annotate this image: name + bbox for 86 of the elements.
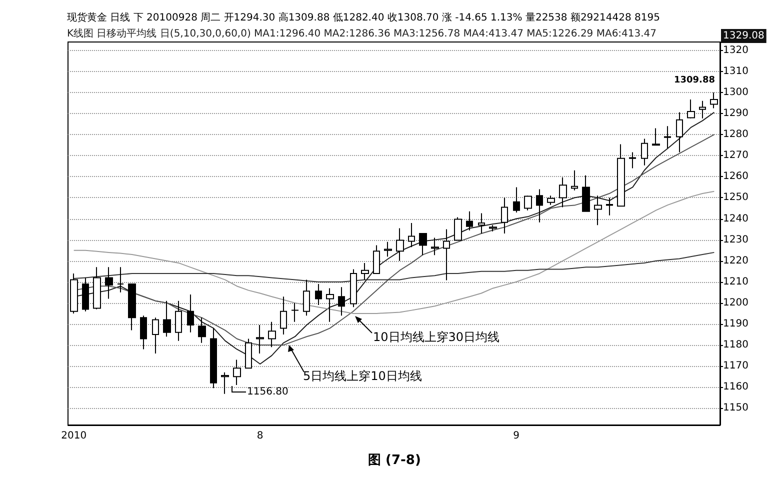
candlestick [431,237,439,256]
y-tick-label: 1280 [723,129,748,140]
annotation: 1309.88 [674,76,715,86]
candlestick [617,144,625,207]
candlestick [117,266,124,293]
candlestick [501,197,508,234]
candlestick [536,188,543,223]
annotation: 5日均线上穿10日均线 [303,369,422,383]
candlestick [513,186,520,213]
candlestick [140,315,147,350]
chart-title: 现货黄金 日线 下 20100928 周二 开1294.30 高1309.88 低1282.40 收1308.70 涨 -14.65 1.13% 量22538 额29214428 8195 [67,12,660,24]
y-tick-label: 1320 [723,44,748,56]
candlestick [676,112,683,153]
y-tick-label: 1270 [723,150,748,162]
candlestick [315,284,322,306]
candlestick [280,296,287,336]
y-tick-label: 1150 [723,402,748,414]
y-tick-label: 1200 [723,297,748,308]
candlestick [419,233,427,256]
y-tick-label: 1170 [723,360,748,372]
candlestick [210,328,217,389]
candlestick [687,98,695,119]
candlestick [478,212,485,234]
candlestick [361,262,369,280]
candlestick [128,284,136,331]
candlestick [82,277,89,312]
candlestick [559,176,567,208]
candlestick [408,222,415,248]
candlestick [454,216,462,241]
line-series [73,252,715,282]
y-tick-label: 1230 [723,234,748,246]
candlestick [93,266,101,310]
candlestick [699,100,706,119]
y-tick-label: 1290 [723,108,748,120]
candlestick [396,228,404,262]
text: 1329.08 [723,30,764,42]
candlestick [571,170,578,191]
candlestick [606,197,613,216]
candlestick [256,324,264,354]
candlestick [652,128,660,146]
y-tick-label: 1250 [723,192,748,204]
candlestick [70,272,78,314]
candlestick [466,210,473,231]
candlestick [443,228,450,281]
y-tick-label: 1210 [723,276,748,288]
x-tick-label: 9 [513,430,520,442]
candlestick [268,321,276,348]
candlestick [582,174,590,212]
text: 图 (7-8) [368,453,421,468]
y-tick-label: 1180 [723,340,748,351]
y-tick-label: 1190 [723,318,748,330]
candlestick [664,126,671,149]
candlestick [594,195,602,226]
candlestick [303,279,310,316]
candlestick [175,300,182,342]
candlestick [629,152,636,169]
x-tick-label: 8 [256,430,264,442]
y-tick-label: 1310 [723,66,748,77]
y-tick-label: 1300 [723,87,748,98]
y-tick-label: 1160 [723,382,748,393]
annotation: 10日均线上穿30日均线 [373,330,500,344]
candlestick [221,372,229,394]
candlestick [326,288,334,322]
x-tick-label: 2010 [61,430,87,442]
y-tick-label: 1220 [723,255,748,266]
chart-subtitle: K线图 日移动平均线 日(5,10,30,0,60,0) MA1:1296.40 MA2:1286.36 MA3:1256.78 MA4:413.47 MA5:1226.29 MA6:413.47 [67,28,657,40]
candlestick [641,138,648,166]
candlestick [489,224,497,232]
candlestick [152,317,159,354]
annotation: 1156.80 [247,386,288,398]
candlestick [338,286,345,316]
candlestick [163,300,171,338]
candlestick [187,294,194,333]
candlestick [245,338,252,369]
y-tick-label: 1260 [723,171,748,182]
candlestick [524,195,532,211]
candlestick [384,241,392,258]
candlestick [105,266,113,300]
candlestick [198,317,206,344]
candlestick [547,195,555,206]
candlestick [710,92,718,109]
candlestick [373,244,380,274]
candlestick [233,359,241,386]
candlestick [291,302,299,322]
candlestick [350,268,357,308]
y-tick-label: 1240 [723,213,748,224]
